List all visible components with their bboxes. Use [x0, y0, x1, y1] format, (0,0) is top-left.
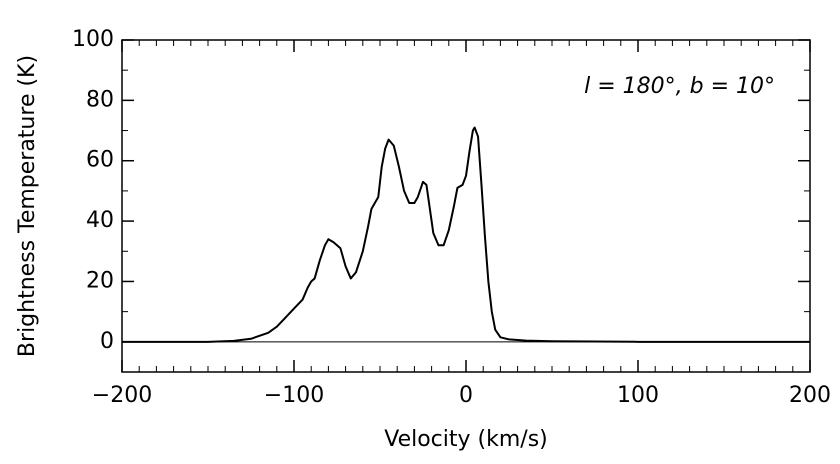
x-tick-label: 0: [459, 383, 473, 408]
annotation: l = 180°, b = 10°: [584, 74, 775, 99]
y-tick-label: 60: [86, 148, 114, 173]
y-tick-label: 40: [86, 208, 114, 233]
x-axis-label: Velocity (km/s): [384, 427, 548, 452]
x-tick-label: −200: [92, 383, 152, 408]
x-tick-label: 200: [789, 383, 831, 408]
y-tick-label: 0: [100, 329, 114, 354]
x-tick-label: 100: [617, 383, 659, 408]
y-tick-label: 100: [72, 27, 114, 52]
x-tick-label: −100: [264, 383, 324, 408]
y-tick-label: 20: [86, 268, 114, 293]
line-series: [122, 126, 810, 343]
y-tick-label: 80: [86, 87, 114, 112]
y-axis-label: Brightness Temperature (K): [15, 55, 40, 357]
